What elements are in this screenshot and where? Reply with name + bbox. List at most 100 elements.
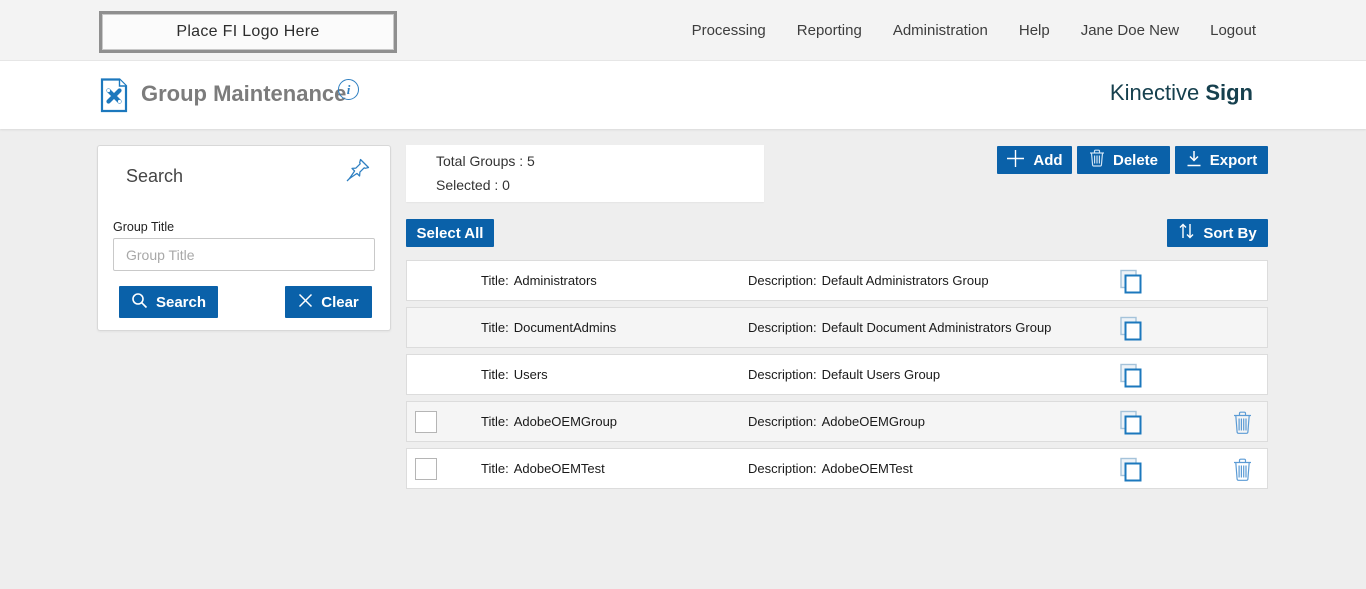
group-description-value: AdobeOEMTest: [821, 461, 913, 476]
group-row: Title: DocumentAdmins Description: Default …: [406, 307, 1268, 348]
delete-group-button[interactable]: [1231, 410, 1253, 436]
brand-product: Sign: [1205, 80, 1253, 105]
copy-group-button[interactable]: [1117, 409, 1143, 437]
group-title-input[interactable]: [113, 238, 375, 271]
nav-processing[interactable]: Processing: [691, 22, 766, 39]
nav-logout[interactable]: Logout: [1210, 22, 1256, 39]
group-title-value: AdobeOEMTest: [513, 461, 605, 476]
search-button[interactable]: Search: [119, 286, 218, 318]
group-list: Title: Administrators Description: Default …: [406, 260, 1268, 495]
nav-administration[interactable]: Administration: [892, 22, 988, 39]
delete-button[interactable]: Delete: [1077, 146, 1170, 174]
copy-icon: [1118, 363, 1143, 392]
group-title-value: Administrators: [513, 273, 597, 288]
title-label: Title:: [481, 367, 509, 382]
row-title-cell: Title: Administrators: [481, 273, 597, 288]
clear-button-label: Clear: [321, 293, 359, 311]
sort-arrows-icon: [1178, 222, 1195, 244]
select-all-button[interactable]: Select All: [406, 219, 494, 247]
fi-logo-text: Place FI Logo Here: [176, 23, 320, 40]
copy-group-button[interactable]: [1117, 456, 1143, 484]
title-label: Title:: [481, 461, 509, 476]
row-description-cell: Description: Default Administrators Group: [748, 273, 989, 288]
total-groups-value: 5: [527, 153, 535, 169]
brand-name: Kinective: [1109, 80, 1200, 105]
document-tools-icon: [100, 78, 128, 118]
group-row: Title: AdobeOEMGroup Description: AdobeOEMG…: [406, 401, 1268, 442]
copy-icon: [1118, 269, 1143, 298]
copy-group-button[interactable]: [1117, 362, 1143, 390]
row-description-cell: Description: Default Document Administrat…: [748, 320, 1051, 335]
title-label: Title:: [481, 320, 509, 335]
total-groups-line: Total Groups : 5: [436, 153, 535, 169]
row-description-cell: Description: Default Users Group: [748, 367, 940, 382]
group-title-value: DocumentAdmins: [513, 320, 617, 335]
copy-icon: [1118, 410, 1143, 439]
group-description-value: Default Administrators Group: [821, 273, 989, 288]
group-title-label: Group Title: [113, 220, 175, 234]
group-row: Title: Administrators Description: Default …: [406, 260, 1268, 301]
brand-logo: Kinective Sign: [1110, 80, 1253, 106]
select-all-label: Select All: [416, 224, 484, 242]
trash-icon: [1232, 411, 1253, 438]
plus-icon: [1006, 149, 1025, 172]
row-title-cell: Title: DocumentAdmins: [481, 320, 616, 335]
delete-group-button[interactable]: [1231, 457, 1253, 483]
copy-icon: [1118, 457, 1143, 486]
copy-group-button[interactable]: [1117, 315, 1143, 343]
selected-value: 0: [502, 177, 510, 193]
copy-icon: [1118, 316, 1143, 345]
nav-user-name[interactable]: Jane Doe New: [1080, 22, 1180, 39]
group-description-value: AdobeOEMGroup: [821, 414, 925, 429]
search-icon: [131, 292, 148, 313]
row-description-cell: Description: AdobeOEMGroup: [748, 414, 925, 429]
row-title-cell: Title: AdobeOEMTest: [481, 461, 605, 476]
top-bar: Place FI Logo Here Processing Reporting …: [0, 0, 1366, 61]
sort-by-label: Sort By: [1203, 224, 1257, 242]
group-row: Title: Users Description: Default Users Gro…: [406, 354, 1268, 395]
description-label: Description:: [748, 320, 817, 335]
export-button-label: Export: [1209, 151, 1258, 169]
description-label: Description:: [748, 414, 817, 429]
selected-line: Selected : 0: [436, 177, 510, 193]
description-label: Description:: [748, 461, 817, 476]
nav-reporting[interactable]: Reporting: [796, 22, 862, 39]
copy-group-button[interactable]: [1117, 268, 1143, 296]
row-title-cell: Title: AdobeOEMGroup: [481, 414, 617, 429]
add-button-label: Add: [1033, 151, 1063, 169]
row-title-cell: Title: Users: [481, 367, 548, 382]
trash-icon: [1232, 458, 1253, 485]
page-title: Group Maintenance: [141, 81, 347, 106]
group-description-value: Default Document Administrators Group: [821, 320, 1052, 335]
title-label: Title:: [481, 273, 509, 288]
title-label: Title:: [481, 414, 509, 429]
group-title-value: Users: [513, 367, 548, 382]
info-icon[interactable]: i: [338, 79, 359, 100]
nav-help[interactable]: Help: [1018, 22, 1050, 39]
search-button-label: Search: [155, 293, 207, 311]
selected-label: Selected :: [436, 177, 499, 193]
title-band: Group Maintenance i Kinective Sign: [0, 61, 1366, 129]
download-icon: [1186, 150, 1202, 171]
add-button[interactable]: Add: [997, 146, 1072, 174]
group-title-value: AdobeOEMGroup: [513, 414, 618, 429]
row-description-cell: Description: AdobeOEMTest: [748, 461, 913, 476]
clear-button[interactable]: Clear: [285, 286, 372, 318]
row-select-checkbox[interactable]: [415, 458, 437, 480]
export-button[interactable]: Export: [1175, 146, 1268, 174]
search-panel-title: Search: [126, 166, 184, 186]
search-panel: Search Group Title Search Clear: [97, 145, 391, 331]
total-groups-label: Total Groups :: [436, 153, 524, 169]
delete-button-label: Delete: [1112, 151, 1159, 169]
pushpin-icon[interactable]: [345, 156, 372, 188]
description-label: Description:: [748, 367, 817, 382]
summary-box: Total Groups : 5 Selected : 0: [406, 145, 764, 202]
sort-by-button[interactable]: Sort By: [1167, 219, 1268, 247]
row-select-checkbox[interactable]: [415, 411, 437, 433]
clear-x-icon: [298, 293, 313, 312]
trash-icon: [1089, 149, 1105, 171]
fi-logo-placeholder: Place FI Logo Here: [99, 11, 397, 53]
group-row: Title: AdobeOEMTest Description: AdobeOEMTe…: [406, 448, 1268, 489]
group-description-value: Default Users Group: [821, 367, 941, 382]
